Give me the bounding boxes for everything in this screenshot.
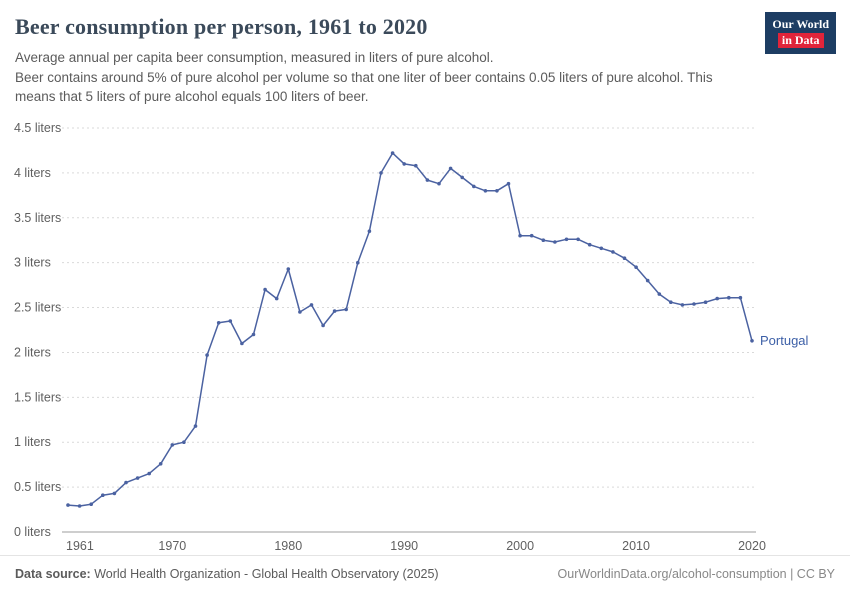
y-tick-label: 2.5 liters xyxy=(14,301,61,315)
data-point xyxy=(576,237,580,242)
y-tick-label: 2 liters xyxy=(14,345,51,359)
data-point xyxy=(240,341,244,346)
data-point xyxy=(669,300,673,304)
data-point xyxy=(425,178,430,182)
data-point xyxy=(344,307,349,312)
page-title: Beer consumption per person, 1961 to 202… xyxy=(15,14,428,39)
data-point xyxy=(158,462,163,466)
data-point xyxy=(750,339,754,343)
data-point xyxy=(448,166,453,171)
y-tick-label: 4 liters xyxy=(14,166,51,180)
data-point xyxy=(518,233,522,238)
data-point xyxy=(506,181,511,186)
data-point xyxy=(611,250,615,254)
data-point xyxy=(124,480,128,485)
data-point xyxy=(309,303,314,307)
footer-license: OurWorldinData.org/alcohol-consumption |… xyxy=(558,567,835,581)
data-point xyxy=(483,189,488,193)
data-point xyxy=(286,267,291,271)
data-point xyxy=(553,240,557,244)
data-point xyxy=(414,163,418,168)
data-point xyxy=(472,184,476,189)
data-point xyxy=(727,295,731,300)
data-point xyxy=(251,332,256,337)
chart-subtitle-line2: Beer contains around 5% of pure alcohol … xyxy=(15,70,713,105)
data-point xyxy=(77,504,82,508)
x-tick-label: 2020 xyxy=(738,539,766,553)
data-point xyxy=(205,353,209,357)
data-point xyxy=(170,443,175,447)
y-tick-label: 3 liters xyxy=(14,256,51,270)
data-point xyxy=(298,310,302,314)
owid-logo-line1: Our World xyxy=(772,17,829,31)
chart-footer: Data source: World Health Organization -… xyxy=(0,555,850,592)
data-point xyxy=(402,162,407,166)
data-point xyxy=(657,292,662,296)
owid-logo-line2: in Data xyxy=(777,33,824,48)
data-point xyxy=(529,233,534,238)
license-text: | CC BY xyxy=(786,567,835,581)
data-point xyxy=(587,242,592,247)
data-point xyxy=(66,503,70,507)
data-point xyxy=(356,260,360,265)
data-point xyxy=(738,295,743,300)
line-chart: 0 liters 0.5 liters 1 liters 1.5 liters 2 li… xyxy=(14,121,809,553)
chart-subtitle-line1: Average annual per capita beer consumpti… xyxy=(15,50,494,65)
data-point xyxy=(645,278,650,283)
data-line-portugal xyxy=(67,152,753,507)
y-tick-label: 3.5 liters xyxy=(14,211,61,225)
owid-url-link[interactable]: OurWorldinData.org/alcohol-consumption xyxy=(557,567,787,581)
x-tick-label: 2010 xyxy=(622,539,650,553)
x-tick-label: 1980 xyxy=(274,539,302,553)
data-point xyxy=(460,175,465,180)
data-point xyxy=(112,491,117,496)
data-point xyxy=(228,319,233,323)
x-tick-label: 1961 xyxy=(66,539,94,553)
data-point xyxy=(193,424,198,428)
data-source-label: Data source: xyxy=(15,567,91,581)
data-point xyxy=(634,265,638,269)
data-point xyxy=(680,303,685,307)
data-point xyxy=(437,181,441,186)
data-point xyxy=(703,300,708,304)
data-point xyxy=(622,256,627,260)
y-tick-label: 1.5 liters xyxy=(14,390,61,404)
data-point xyxy=(715,296,719,301)
data-point xyxy=(89,502,93,507)
data-point xyxy=(332,309,337,313)
data-point xyxy=(599,246,604,251)
y-tick-label: 4.5 liters xyxy=(14,121,61,135)
data-source: Data source: World Health Organization -… xyxy=(15,567,439,581)
data-point xyxy=(390,151,395,155)
x-tick-label: 1990 xyxy=(390,539,418,553)
data-point xyxy=(274,296,279,301)
data-point xyxy=(321,323,325,328)
data-point xyxy=(541,238,546,242)
data-point xyxy=(692,302,696,306)
y-tick-label: 0.5 liters xyxy=(14,480,61,494)
data-source-text: World Health Organization - Global Healt… xyxy=(94,567,439,581)
y-tick-label: 0 liters xyxy=(14,525,51,539)
data-point xyxy=(379,171,383,175)
x-tick-label: 1970 xyxy=(158,539,186,553)
data-point xyxy=(263,287,267,292)
series-label-portugal[interactable]: Portugal xyxy=(760,333,809,348)
data-point xyxy=(182,440,186,445)
data-point xyxy=(101,493,105,498)
owid-logo: Our World in Data xyxy=(765,12,836,54)
data-point xyxy=(367,229,372,233)
x-tick-label: 2000 xyxy=(506,539,534,553)
data-point xyxy=(147,471,151,476)
y-tick-label: 1 liters xyxy=(14,435,51,449)
data-point xyxy=(495,189,499,193)
data-point xyxy=(564,237,569,242)
data-point xyxy=(135,476,140,480)
data-point xyxy=(216,321,221,325)
